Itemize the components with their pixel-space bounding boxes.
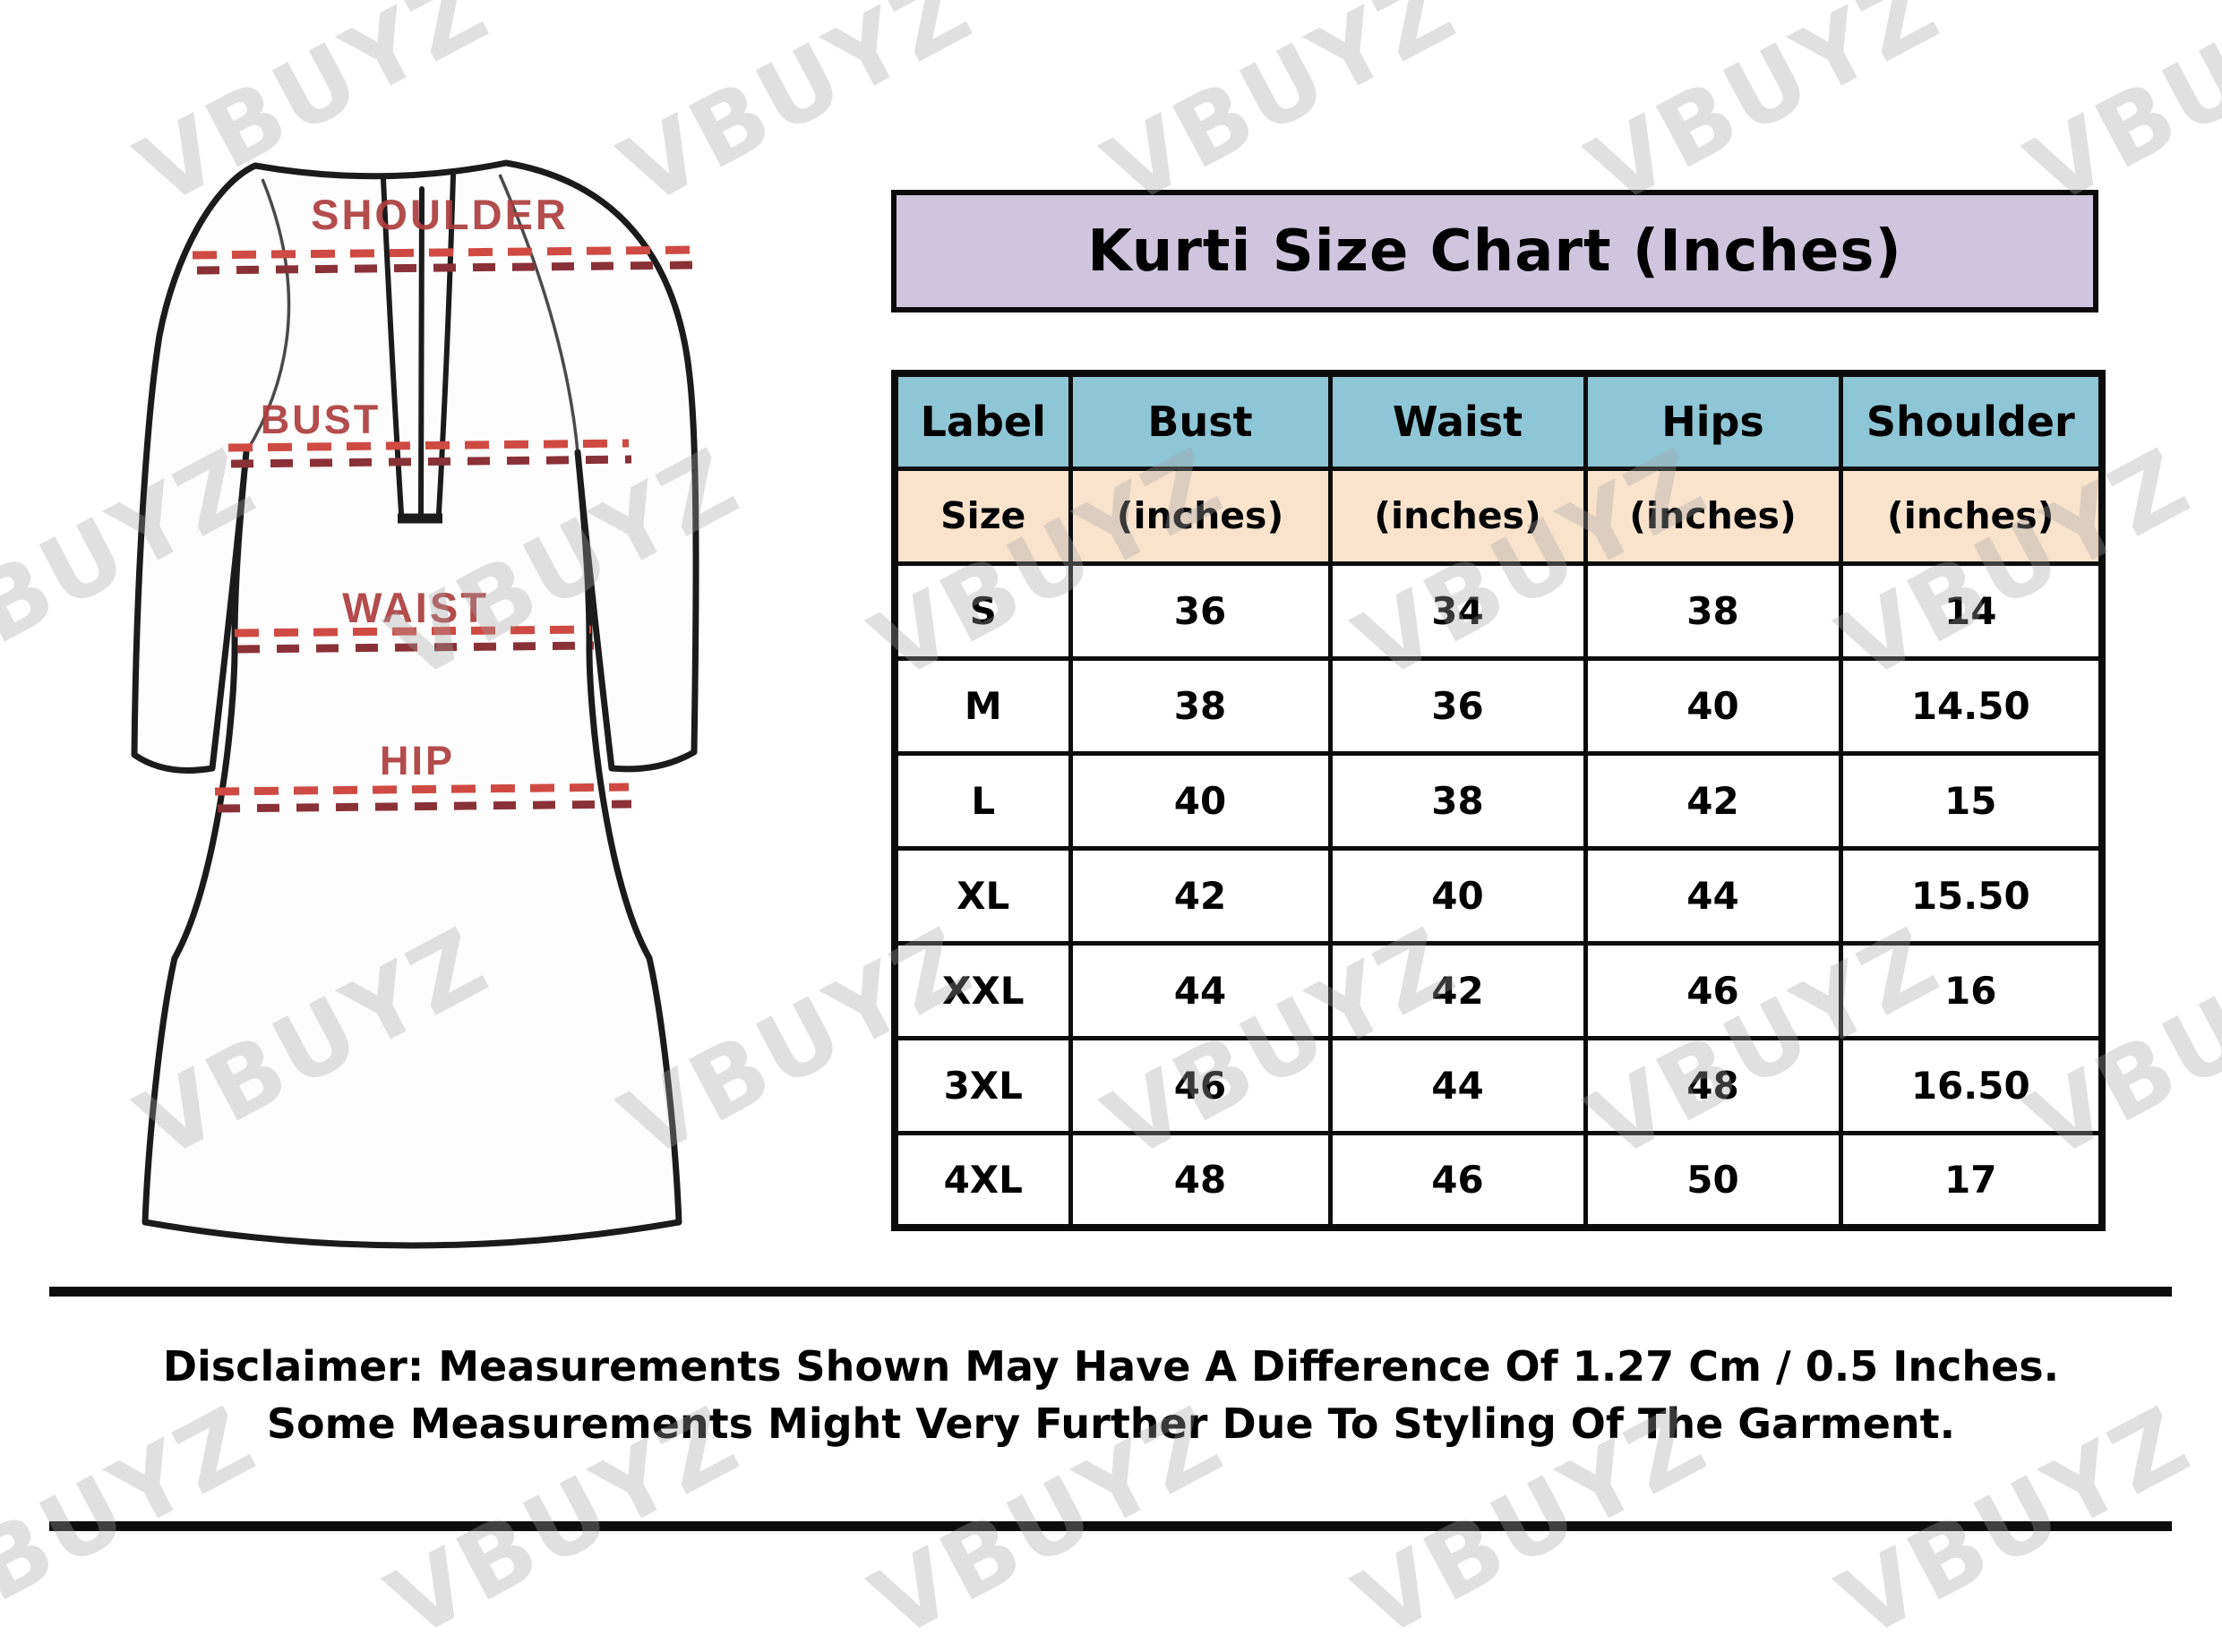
placket-right-line [436, 173, 456, 516]
shoulder-cell: 16.50 [1838, 1035, 2105, 1135]
bust-dash-line [227, 439, 630, 452]
table-row-3xl: 3XL 46 44 48 16.50 [892, 1035, 2105, 1135]
size-cell: S [892, 561, 1073, 661]
hip-dash-line-2 [217, 800, 632, 813]
shoulder-cell: 15.50 [1838, 845, 2105, 946]
waist-cell: 36 [1327, 655, 1588, 756]
waist-cell: 38 [1327, 750, 1588, 851]
hips-cell: 46 [1583, 940, 1843, 1040]
table-row-xl: XL 42 40 44 15.50 [892, 845, 2105, 946]
units-cell: Size [892, 466, 1073, 566]
bust-cell: 42 [1068, 845, 1333, 946]
shoulder-dash-line-2 [196, 261, 697, 275]
waist-cell: 46 [1327, 1130, 1588, 1230]
shoulder-cell: 14.50 [1838, 655, 2105, 756]
units-cell: (inches) [1327, 466, 1588, 566]
shoulder-dash-line [192, 245, 695, 260]
table-header-row: Label Bust Waist Hips Shoulder [892, 371, 2105, 471]
bust-dash-line-2 [230, 455, 632, 468]
page-title-text: Kurti Size Chart (Inches) [1087, 218, 1902, 285]
col-header-hips: Hips [1583, 371, 1843, 471]
waist-dash-line-2 [236, 641, 595, 654]
size-cell: 3XL [892, 1035, 1073, 1135]
shoulder-label: SHOULDER [311, 191, 569, 238]
table-row-m: M 38 36 40 14.50 [892, 655, 2105, 756]
table-row-4xl: 4XL 48 46 50 17 [892, 1130, 2105, 1230]
size-table: Label Bust Waist Hips Shoulder Size (inc… [891, 370, 2106, 1231]
table-units-row: Size (inches) (inches) (inches) (inches) [892, 466, 2105, 566]
page-title: Kurti Size Chart (Inches) [891, 190, 2098, 312]
disclaimer: Disclaimer: Measurements Shown May Have … [0, 1338, 2222, 1452]
shoulder-cell: 16 [1838, 940, 2105, 1040]
size-chart-table: Label Bust Waist Hips Shoulder Size (inc… [891, 370, 2106, 1231]
units-cell: (inches) [1068, 466, 1333, 566]
col-header-shoulder: Shoulder [1838, 371, 2105, 471]
waist-cell: 42 [1327, 940, 1588, 1040]
waist-dash-line [234, 625, 592, 638]
disclaimer-line-2: Some Measurements Might Very Further Due… [266, 1399, 1956, 1448]
waist-cell: 40 [1327, 845, 1588, 946]
bust-cell: 46 [1068, 1035, 1333, 1135]
placket-left-line [381, 176, 404, 516]
divider-line-top [49, 1287, 2172, 1297]
units-cell: (inches) [1838, 466, 2105, 566]
shoulder-cell: 17 [1838, 1130, 2105, 1230]
table-row-s: S 36 34 38 14 [892, 561, 2105, 661]
bust-label: BUST [261, 397, 382, 442]
hips-cell: 50 [1583, 1130, 1843, 1230]
hips-cell: 40 [1583, 655, 1843, 756]
kurti-drawing-svg: SHOULDER BUST WAIST HIP [131, 159, 699, 1249]
table-row-l: L 40 38 42 15 [892, 750, 2105, 851]
waist-cell: 44 [1327, 1035, 1588, 1135]
shoulder-cell: 14 [1838, 561, 2105, 661]
bust-cell: 36 [1068, 561, 1333, 661]
hips-cell: 48 [1583, 1035, 1843, 1135]
bust-cell: 38 [1068, 655, 1333, 756]
bust-cell: 40 [1068, 750, 1333, 851]
waist-label: WAIST [342, 584, 489, 631]
bust-cell: 44 [1068, 940, 1333, 1040]
left-armhole-seam [245, 178, 291, 453]
shoulder-cell: 15 [1838, 750, 2105, 851]
hip-dash-line [214, 783, 630, 796]
table-row-xxl: XXL 44 42 46 16 [892, 940, 2105, 1040]
size-cell: XL [892, 845, 1073, 946]
waist-cell: 34 [1327, 561, 1588, 661]
size-cell: M [892, 655, 1073, 756]
hip-label: HIP [380, 738, 455, 783]
hips-cell: 44 [1583, 845, 1843, 946]
size-cell: 4XL [892, 1130, 1073, 1230]
col-header-label: Label [892, 371, 1073, 471]
hips-cell: 38 [1583, 561, 1843, 661]
garment-outline [131, 159, 699, 1249]
placket-middle-line [418, 186, 425, 516]
right-armhole-seam [498, 174, 579, 453]
size-cell: L [892, 750, 1073, 851]
disclaimer-line-1: Disclaimer: Measurements Shown May Have … [162, 1342, 2060, 1391]
divider-line-bottom [49, 1521, 2172, 1531]
size-cell: XXL [892, 940, 1073, 1040]
col-header-waist: Waist [1327, 371, 1588, 471]
units-cell: (inches) [1583, 466, 1843, 566]
col-header-bust: Bust [1068, 371, 1333, 471]
hips-cell: 42 [1583, 750, 1843, 851]
kurti-illustration: SHOULDER BUST WAIST HIP [72, 139, 734, 1294]
bust-cell: 48 [1068, 1130, 1333, 1230]
